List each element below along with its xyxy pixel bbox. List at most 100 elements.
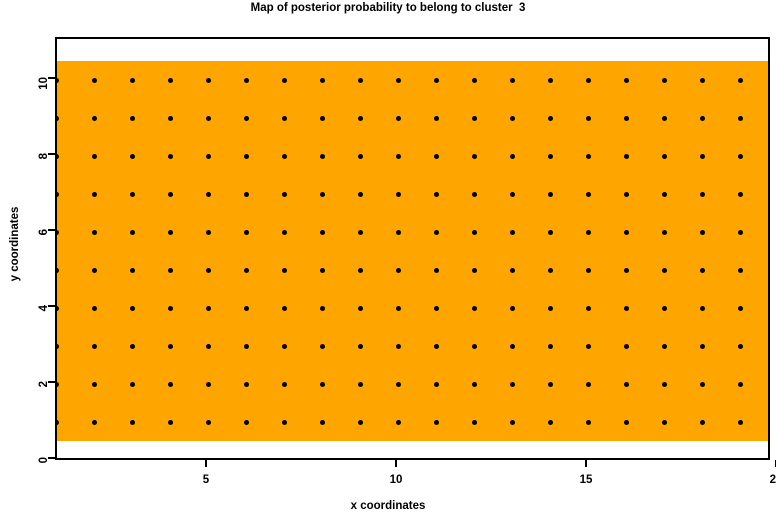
data-point [205,153,211,159]
data-point [129,229,135,235]
data-point [737,305,743,311]
data-point [699,229,705,235]
data-point [167,229,173,235]
data-point [319,305,325,311]
data-point [281,191,287,197]
x-axis-tick [585,460,587,467]
data-point [129,419,135,425]
x-axis-tick [395,460,397,467]
data-point [129,381,135,387]
x-axis-tick-label: 20 [769,474,776,486]
data-point [357,343,363,349]
data-point [205,343,211,349]
data-point [243,153,249,159]
data-point [319,419,325,425]
data-point [91,115,97,121]
data-point [357,77,363,83]
data-point [281,267,287,273]
data-point [167,191,173,197]
data-point [57,153,59,159]
data-point [623,267,629,273]
data-point [471,381,477,387]
data-point [319,115,325,121]
data-point [699,305,705,311]
data-point [661,115,667,121]
data-point [547,153,553,159]
data-point [129,153,135,159]
data-point [57,191,59,197]
data-point [167,267,173,273]
data-point [167,153,173,159]
data-point [129,267,135,273]
data-point [433,229,439,235]
y-axis-tick-label: 2 [38,381,50,388]
data-point [509,267,515,273]
data-point [57,229,59,235]
data-point [205,381,211,387]
data-point [623,381,629,387]
data-point [699,115,705,121]
data-point [547,77,553,83]
data-point [737,115,743,121]
data-point [433,153,439,159]
data-point [509,153,515,159]
data-point [357,191,363,197]
data-point [91,305,97,311]
data-point [699,191,705,197]
data-point [699,267,705,273]
data-point [509,343,515,349]
data-point [699,381,705,387]
data-point [585,77,591,83]
data-point [509,77,515,83]
data-point [433,305,439,311]
data-point [91,381,97,387]
data-point [471,419,477,425]
data-point [585,419,591,425]
data-point [281,153,287,159]
data-point [357,267,363,273]
data-point [91,419,97,425]
y-axis-tick [48,153,55,155]
y-axis-tick [48,381,55,383]
data-point [205,267,211,273]
data-point [509,229,515,235]
data-point [471,305,477,311]
data-point [167,419,173,425]
data-point [585,381,591,387]
x-axis-tick-label: 10 [389,474,403,486]
data-point [737,77,743,83]
y-axis-tick [48,77,55,79]
data-point [433,267,439,273]
data-point [433,381,439,387]
data-point [57,343,59,349]
data-point [585,267,591,273]
data-point [395,229,401,235]
data-point [395,267,401,273]
data-point [319,381,325,387]
data-point [509,419,515,425]
data-point [547,419,553,425]
data-point [281,229,287,235]
data-point [661,381,667,387]
data-point [167,381,173,387]
data-point [167,305,173,311]
data-point [243,115,249,121]
data-point [243,343,249,349]
data-point [319,229,325,235]
data-point [357,115,363,121]
data-point [433,343,439,349]
data-point [57,267,59,273]
data-point [661,153,667,159]
data-point [509,381,515,387]
data-point [509,191,515,197]
data-point [357,305,363,311]
data-point [509,115,515,121]
data-point [57,419,59,425]
data-point [471,229,477,235]
data-point [205,419,211,425]
data-point [395,153,401,159]
x-axis-tick-label: 15 [579,474,593,486]
data-point [281,305,287,311]
data-point [699,343,705,349]
data-point [129,305,135,311]
